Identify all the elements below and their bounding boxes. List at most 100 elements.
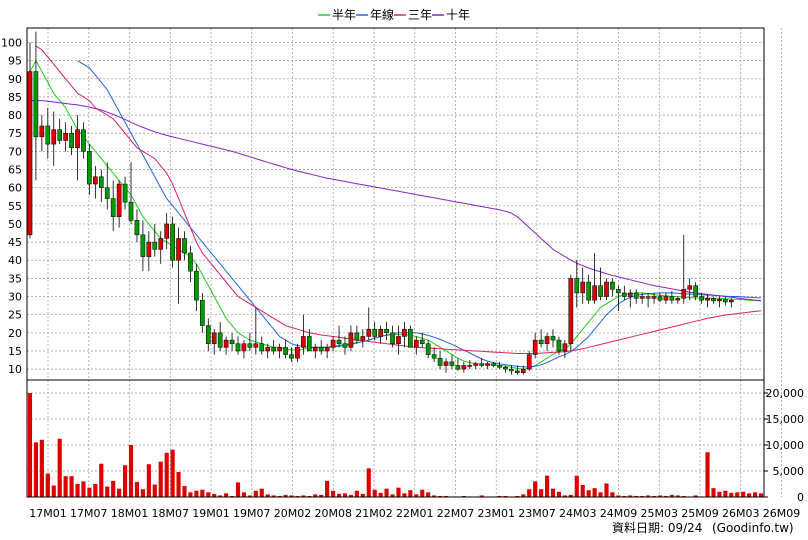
candle (265, 343, 271, 359)
candle-body (497, 365, 502, 368)
price-tick-label-3: 25 (8, 309, 22, 322)
candle-body (568, 278, 574, 344)
volume-bar (229, 495, 235, 497)
price-tick-label-14: 80 (8, 109, 22, 122)
candle-body (639, 296, 645, 299)
candle (550, 329, 556, 348)
candle-body (229, 339, 235, 344)
candle-body (604, 281, 609, 297)
volume-bar (81, 481, 86, 497)
candle-body (330, 339, 336, 348)
candle-body (485, 363, 490, 366)
candle (98, 169, 104, 203)
candle (413, 336, 419, 355)
volume-bar (723, 490, 728, 497)
candle-body (27, 71, 33, 236)
volume-bar (247, 495, 252, 497)
volume-bar (521, 494, 526, 497)
candle (164, 213, 170, 250)
candle-body (116, 183, 122, 217)
volume-y-axis: 0 5,000 10,000 15,000 20,000 (764, 387, 804, 504)
candle (449, 354, 455, 370)
candle (306, 329, 312, 352)
candle-body (687, 285, 693, 290)
candle-body (509, 368, 514, 372)
volume-bar (354, 490, 359, 497)
volume-bar (669, 494, 674, 497)
volume-bar (646, 495, 651, 497)
candle (63, 122, 68, 152)
legend: 半年 年線 三年 十年 (318, 7, 470, 22)
candle (330, 336, 336, 351)
price-tick-label-8: 50 (8, 218, 22, 231)
candle (116, 180, 122, 228)
candle-body (520, 368, 526, 373)
candle-body (63, 132, 68, 141)
volume-tick-label-0: 0 (797, 491, 804, 504)
volume-bar (515, 495, 520, 497)
volume-bar (241, 492, 247, 497)
candle-body (657, 296, 663, 301)
volume-bar (99, 463, 104, 497)
price-tick-label-0: 10 (8, 363, 22, 376)
volume-bar (598, 492, 603, 497)
volume-bar (140, 489, 145, 497)
candle (81, 122, 86, 159)
candle-body (176, 238, 181, 261)
candle-body (81, 129, 86, 152)
candle (241, 340, 247, 359)
candle (384, 321, 389, 341)
candle (604, 278, 609, 301)
candle-body (200, 299, 205, 326)
candle-body (110, 198, 116, 217)
candle (247, 332, 253, 351)
volume-bar (271, 495, 276, 497)
volume-bar (420, 489, 425, 497)
x-tick-label-18: 26M09 (763, 507, 801, 520)
volume-bar (265, 494, 270, 497)
candle-body (681, 289, 687, 299)
ma-line-0 (29, 59, 762, 370)
candle (532, 332, 538, 359)
price-tick-label-16: 90 (8, 73, 22, 86)
candle (610, 278, 615, 297)
candle-body (419, 339, 425, 344)
candle-body (342, 343, 348, 348)
candle (526, 350, 532, 371)
candle (396, 325, 401, 355)
candle (687, 278, 693, 301)
candle (556, 336, 562, 355)
candle (366, 307, 372, 341)
candle (431, 347, 437, 362)
candle (699, 292, 704, 304)
volume-bar (259, 488, 264, 497)
x-tick-label-7: 20M08 (315, 507, 353, 520)
candle (580, 267, 586, 304)
volume-bar (568, 494, 573, 497)
candle (176, 227, 181, 304)
candle (419, 332, 425, 348)
candle (271, 340, 276, 355)
candle (348, 325, 354, 351)
candle-body (515, 370, 520, 373)
volume-bar (663, 495, 669, 497)
candle (259, 336, 265, 355)
volume-tick-label-4: 20,000 (766, 387, 805, 400)
volume-bar (580, 485, 585, 497)
price-tick-label-1: 15 (8, 345, 22, 358)
candle (134, 209, 140, 243)
candle-body (164, 223, 170, 239)
candle-body (366, 328, 372, 337)
candle-body (479, 363, 485, 366)
candle-body (217, 332, 223, 348)
legend-label-2: 三年 (408, 8, 432, 22)
candle (87, 144, 92, 195)
volume-bar (640, 495, 645, 497)
candle-body (538, 339, 544, 344)
candle-body (705, 298, 710, 301)
candle-body (621, 292, 627, 297)
candle (455, 358, 461, 371)
volume-bar (188, 492, 193, 497)
volume-bar (432, 495, 437, 497)
volume-bar (301, 495, 306, 497)
